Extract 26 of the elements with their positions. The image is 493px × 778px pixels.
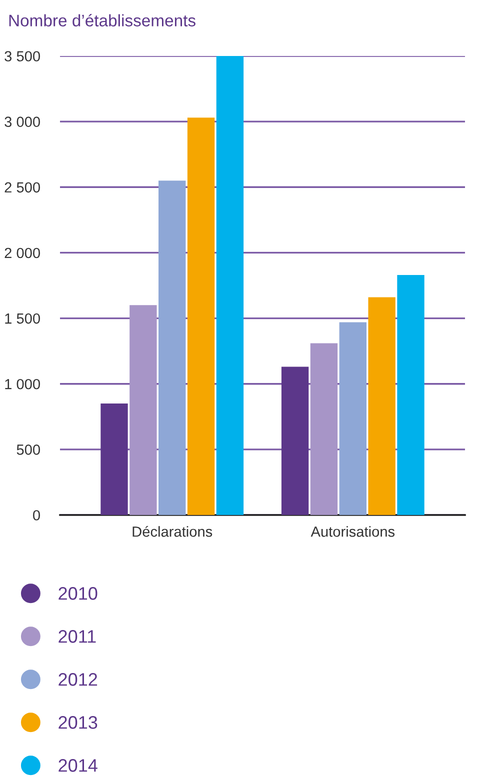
y-tick-label: 3 500 xyxy=(4,51,40,62)
y-tick-label: 500 xyxy=(16,444,40,455)
legend-label: 2010 xyxy=(58,587,98,600)
bar xyxy=(368,297,396,515)
bar xyxy=(130,305,157,515)
y-tick-label: 1 500 xyxy=(5,313,40,324)
bar xyxy=(216,56,244,515)
bar xyxy=(281,366,309,515)
y-tick-label: 3 000 xyxy=(4,116,40,127)
y-tick-label: 0 xyxy=(33,510,40,520)
bar xyxy=(158,180,186,515)
y-tick-label: 2 500 xyxy=(4,182,40,193)
legend-label: 2013 xyxy=(58,716,98,729)
bar xyxy=(187,118,215,515)
legend-label: 2012 xyxy=(58,673,98,686)
y-tick-label: 1 000 xyxy=(5,378,40,390)
y-tick-label: 2 000 xyxy=(4,248,40,258)
bar xyxy=(100,404,128,515)
bar xyxy=(397,275,424,515)
legend-label: 2011 xyxy=(58,630,96,643)
legend-label: 2014 xyxy=(58,759,98,772)
bar xyxy=(339,322,366,515)
bar xyxy=(310,343,338,515)
x-tick-label: Déclarations xyxy=(132,526,212,537)
y-axis-title: Nombre d’établissements xyxy=(9,14,196,26)
x-tick-label: Autorisations xyxy=(310,526,395,537)
